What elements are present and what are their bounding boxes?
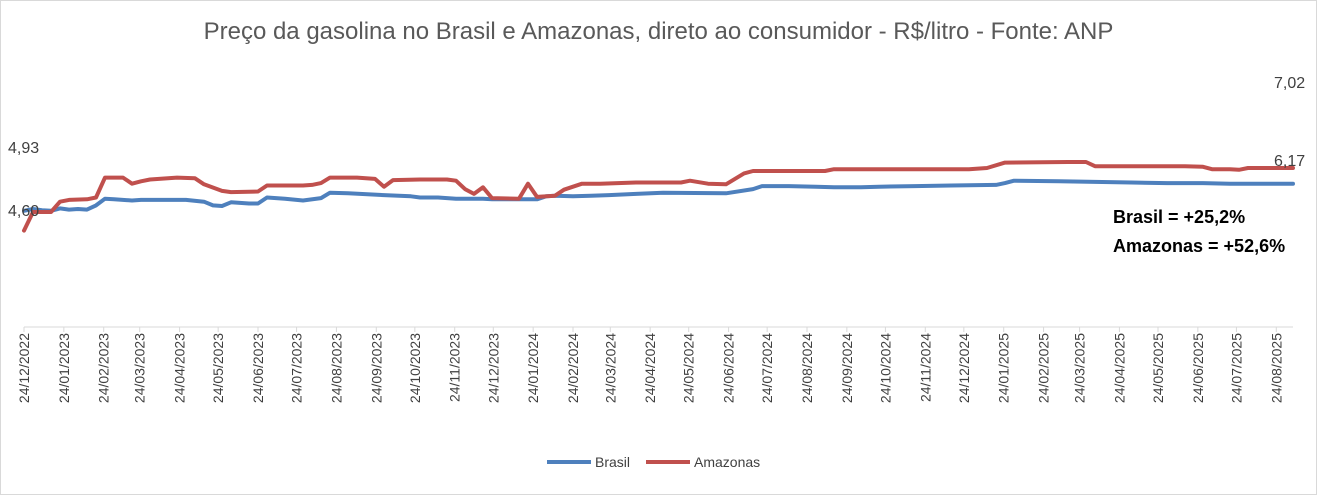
x-tick-label: 24/04/2024 [642, 333, 658, 403]
x-tick-label: 24/07/2024 [759, 333, 775, 403]
x-tick-label: 24/05/2024 [681, 333, 697, 403]
x-tick-label: 24/10/2023 [407, 333, 423, 403]
amazonas-end-label: 7,02 [1274, 75, 1305, 92]
variation-summary: Brasil = +25,2% Amazonas = +52,6% [1113, 203, 1285, 261]
x-tick-label: 24/01/2024 [525, 333, 541, 403]
x-tick-label: 24/02/2023 [96, 333, 112, 403]
x-tick-label: 24/03/2025 [1072, 333, 1088, 403]
legend-label-amazonas: Amazonas [694, 454, 761, 470]
axes: 24/12/2022 24/01/2023 24/02/2023 24/03/2023… [16, 326, 1293, 403]
x-tick-label: 24/06/2024 [721, 333, 737, 403]
x-tick-label: 24/02/2024 [565, 333, 581, 403]
x-tick-label: 24/12/2022 [16, 333, 32, 403]
x-tick-label: 24/03/2024 [602, 333, 618, 403]
x-tick-label: 24/10/2024 [877, 333, 893, 403]
x-tick-label: 24/07/2025 [1228, 333, 1244, 403]
x-tick-label: 24/08/2023 [328, 333, 344, 403]
legend-label-brasil: Brasil [595, 454, 631, 470]
x-tick-label: 24/09/2023 [368, 333, 384, 403]
legend-swatch-amazonas [646, 460, 691, 464]
x-tick-label: 24/07/2023 [289, 333, 305, 403]
legend-item-amazonas: Amazonas [646, 454, 760, 470]
x-tick-label: 24/01/2023 [56, 333, 72, 403]
x-tick-label: 24/04/2023 [172, 333, 188, 403]
amazonas-start-label: 4,60 [8, 203, 39, 220]
x-tick-label: 24/05/2025 [1150, 333, 1166, 403]
x-tick-label: 24/06/2025 [1190, 333, 1206, 403]
x-tick-label: 24/12/2024 [956, 333, 972, 403]
series-line-brasil [22, 178, 1295, 213]
legend-item-brasil: Brasil [547, 454, 630, 470]
amazonas-variation: Amazonas = +52,6% [1113, 236, 1286, 256]
legend: Brasil Amazonas [547, 454, 776, 470]
x-tick-label: 24/02/2025 [1036, 333, 1052, 403]
x-tick-label: 24/05/2023 [210, 333, 226, 403]
x-tick-label: 24/12/2023 [485, 333, 501, 403]
chart-title: Preço da gasolina no Brasil e Amazonas, … [203, 18, 1114, 45]
series-layer [22, 160, 1295, 233]
x-tick-label: 24/08/2024 [799, 333, 815, 403]
x-tick-label: 24/08/2025 [1268, 333, 1284, 403]
x-tick-label: 24/03/2023 [132, 333, 148, 403]
legend-swatch-brasil [547, 460, 591, 464]
x-tick-label: 24/11/2024 [917, 333, 933, 402]
x-tick-label: 24/01/2025 [996, 333, 1012, 403]
x-tick-label: 24/09/2024 [839, 333, 855, 403]
x-tick-label: 24/11/2023 [447, 333, 463, 402]
x-tick-label: 24/06/2023 [250, 333, 266, 403]
x-tick-label: 24/04/2025 [1111, 333, 1127, 403]
brasil-end-label: 6,17 [1274, 153, 1305, 170]
brasil-start-label: 4,93 [8, 140, 39, 157]
series-line-amazonas [22, 160, 1295, 233]
end-labels: 4,93 4,60 7,02 6,17 [8, 75, 1305, 220]
brasil-variation: Brasil = +25,2% [1113, 207, 1246, 227]
